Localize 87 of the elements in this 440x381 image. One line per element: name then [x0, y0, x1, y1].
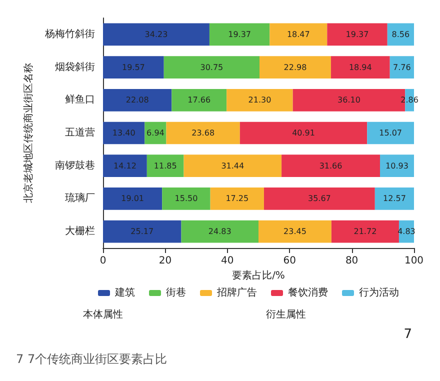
y-axis-title: 北京老城地区传统商业街区名称 [22, 63, 35, 203]
data-label: 19.01 [121, 194, 144, 204]
data-label: 19.37 [228, 30, 252, 39]
y-tick-label: 杨梅竹斜街 [44, 28, 95, 40]
bar [258, 220, 332, 243]
text: 7 [404, 327, 412, 342]
bar [226, 88, 293, 112]
data-label: 21.72 [354, 227, 377, 236]
data-label: 8.56 [392, 30, 410, 39]
data-label: 7.76 [393, 62, 411, 72]
bar [103, 122, 145, 144]
bar [264, 188, 375, 210]
bar [282, 154, 380, 178]
bar [103, 56, 164, 78]
bar [181, 220, 258, 243]
data-label: 40.91 [292, 128, 315, 138]
data-label: 10.93 [386, 161, 408, 170]
x-axis-title: 要素占比/% [232, 269, 285, 282]
bar [209, 23, 270, 46]
y-tick-label: 鲜鱼口 [65, 94, 95, 106]
bar [103, 23, 210, 46]
y-tick-label: 五道营 [65, 126, 95, 138]
x-tick-label: 80 [345, 256, 358, 266]
data-label: 17.25 [226, 194, 249, 204]
data-label: 23.45 [284, 227, 306, 236]
x-tick-label: 40 [221, 256, 234, 266]
data-label: 31.66 [319, 161, 342, 170]
data-label: 17.66 [188, 96, 211, 105]
text: 衍生属性 [266, 308, 306, 320]
legend-label: 街巷 [166, 286, 186, 298]
bar [166, 122, 240, 144]
bar [240, 122, 368, 144]
bar [103, 188, 162, 210]
bar [331, 220, 399, 243]
y-tick-label: 琉璃厂 [65, 192, 95, 204]
data-label: 18.47 [286, 30, 310, 39]
data-label: 34.23 [144, 30, 168, 39]
data-label: 6.94 [146, 128, 164, 138]
y-tick-label: 南锣鼓巷 [55, 159, 95, 172]
data-label: 15.50 [174, 194, 198, 204]
bar [103, 88, 172, 112]
data-label: 31.44 [221, 161, 244, 170]
data-label: 25.17 [130, 227, 154, 236]
bar [184, 154, 282, 178]
bar [162, 188, 210, 210]
bar [380, 154, 414, 178]
bar [327, 23, 388, 46]
data-label: 18.94 [348, 62, 372, 72]
text: 本体属性 [83, 308, 123, 320]
y-tick-label: 大栅栏 [65, 225, 95, 238]
y-tick-label: 烟袋斜街 [55, 60, 95, 73]
bar [103, 220, 182, 243]
legend-label: 行为活动 [359, 286, 399, 298]
bar [172, 88, 227, 112]
bar [146, 154, 184, 178]
data-label: 36.10 [338, 96, 360, 105]
data-label: 30.75 [200, 62, 224, 72]
bar [210, 188, 264, 210]
x-tick-label: 20 [158, 256, 172, 266]
data-label: 11.85 [154, 161, 177, 170]
bar [367, 122, 414, 144]
data-label: 19.37 [346, 30, 369, 39]
data-label: 22.08 [126, 96, 149, 105]
x-tick-label: 0 [100, 256, 106, 266]
data-label: 21.30 [248, 96, 272, 105]
bar [259, 56, 331, 78]
bar [270, 23, 328, 46]
legend-label: 招牌广告 [216, 286, 257, 298]
bar [103, 154, 147, 178]
text: 7 7个传统商业街区要素占比 [16, 352, 168, 366]
bar [374, 188, 414, 210]
bar [330, 56, 390, 78]
data-label: 19.57 [122, 62, 145, 72]
data-label: 24.83 [208, 227, 232, 236]
legend-label: 餐饮消费 [288, 286, 328, 298]
data-label: 12.57 [383, 194, 406, 204]
data-label: 13.40 [112, 128, 136, 138]
data-label: 22.98 [284, 62, 307, 72]
data-label: 15.07 [379, 128, 402, 138]
bar [390, 56, 414, 78]
data-label: 14.12 [114, 161, 136, 170]
bar [164, 56, 260, 78]
x-tick-label: 100 [404, 256, 424, 266]
x-tick-label: 60 [283, 256, 296, 266]
data-label: 35.67 [308, 194, 331, 204]
legend-label: 建筑 [114, 286, 135, 298]
data-label: 23.68 [192, 128, 215, 138]
